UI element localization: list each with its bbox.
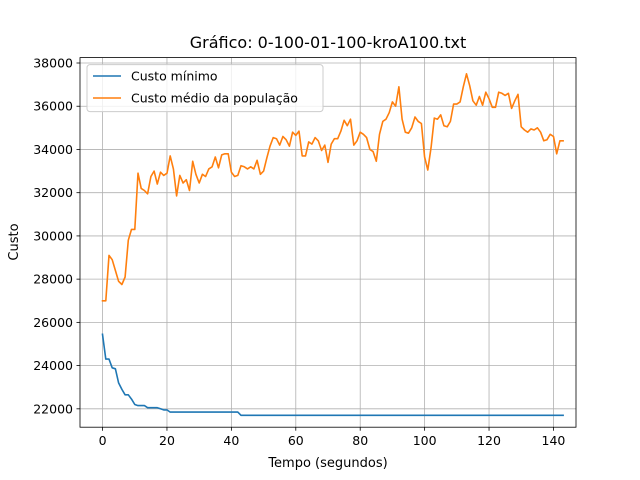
x-axis-label: Tempo (segundos) <box>267 456 387 471</box>
y-tick-label: 36000 <box>33 99 73 114</box>
y-tick-label: 26000 <box>33 315 73 330</box>
y-tick-label: 22000 <box>33 401 73 416</box>
y-tick-label: 24000 <box>33 358 73 373</box>
chart-title: Gráfico: 0-100-01-100-kroA100.txt <box>190 33 467 52</box>
y-tick-label: 38000 <box>33 56 73 71</box>
x-tick-label: 40 <box>223 433 239 448</box>
x-tick-label: 80 <box>352 433 368 448</box>
grid <box>80 57 576 428</box>
x-axis-ticks: 0 20 40 60 80 100 120 140 <box>99 427 566 448</box>
series-layer <box>101 73 564 417</box>
x-tick-label: 20 <box>159 433 175 448</box>
series-line-custo-medio <box>101 73 564 302</box>
y-axis-label: Custo <box>7 223 22 260</box>
legend-label-custo-minimo: Custo mínimo <box>131 69 218 84</box>
legend-box <box>86 64 324 113</box>
x-tick-label: 140 <box>542 433 566 448</box>
x-tick-label: 60 <box>288 433 304 448</box>
y-tick-label: 28000 <box>33 272 73 287</box>
y-tick-label: 30000 <box>33 228 73 243</box>
legend-label-custo-medio: Custo médio da população <box>131 91 298 106</box>
plot-frame <box>79 57 577 428</box>
x-tick-label: 120 <box>477 433 501 448</box>
series-line-custo-minimo <box>101 333 564 417</box>
y-tick-label: 34000 <box>33 142 73 157</box>
x-tick-label: 0 <box>99 433 107 448</box>
legend: Custo mínimo Custo médio da população <box>86 64 324 113</box>
y-axis-ticks: 22000 24000 26000 28000 30000 32000 34000 36000… <box>33 56 80 416</box>
x-tick-label: 100 <box>413 433 437 448</box>
y-tick-label: 32000 <box>33 185 73 200</box>
